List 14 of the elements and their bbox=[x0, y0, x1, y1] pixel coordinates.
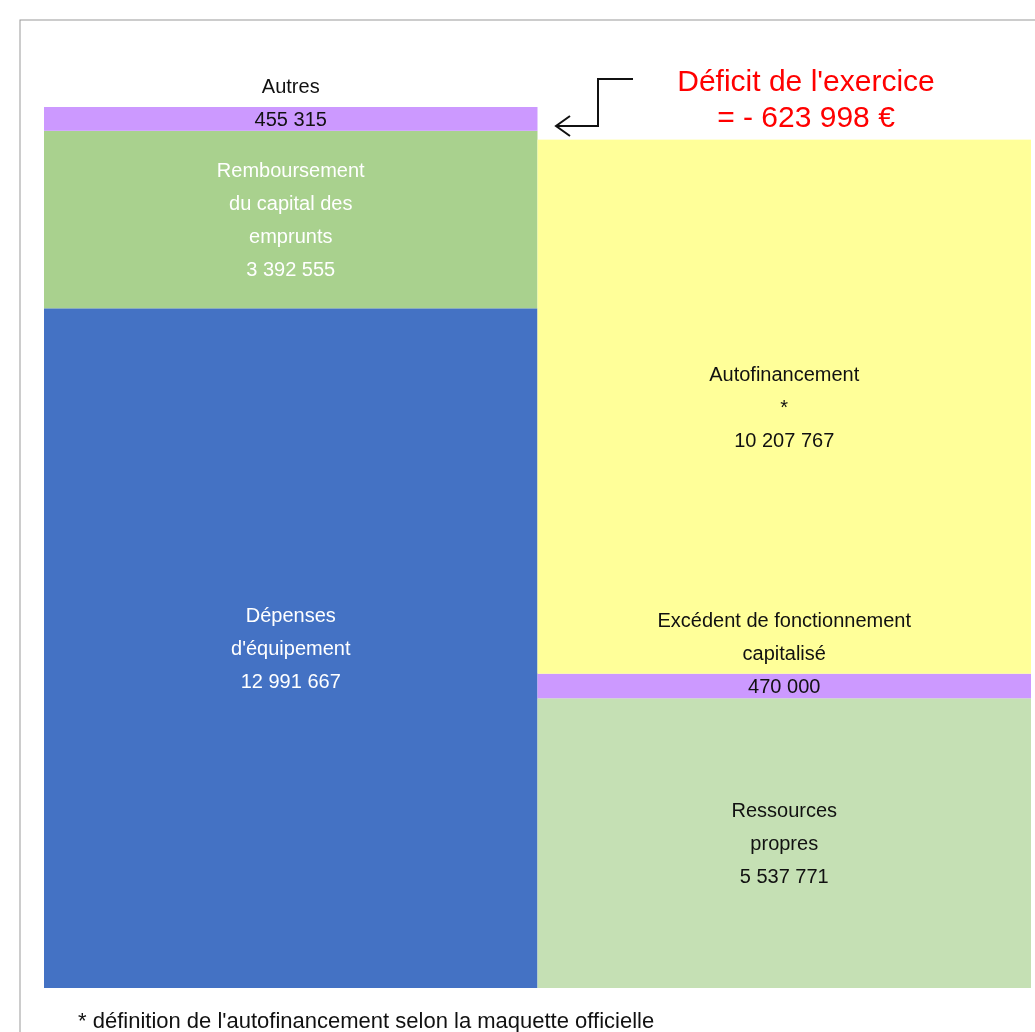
data-label: 5 537 771 bbox=[739, 865, 829, 888]
data-label: 470 000 bbox=[748, 674, 821, 697]
data-label: 3 392 555 bbox=[246, 258, 336, 281]
series-label: Remboursement du capital des emprunts bbox=[216, 159, 366, 248]
series-label: Ressources propres bbox=[731, 799, 838, 855]
series-label: Autres bbox=[261, 74, 320, 97]
data-label: 10 207 767 bbox=[734, 428, 835, 451]
data-label: 455 315 bbox=[254, 107, 327, 130]
series-label: Dépenses d'équipement bbox=[231, 604, 351, 660]
data-label: 12 991 667 bbox=[240, 670, 341, 693]
text: * définition de l'autofinancement selon la maquette officielle bbox=[78, 1008, 655, 1032]
annotation: Déficit de l'exercice = - 623 998 € bbox=[677, 64, 935, 133]
series-label: Excédent de fonctionnement capitalisé bbox=[657, 608, 912, 664]
series-label: Autofinancement * bbox=[709, 362, 860, 418]
